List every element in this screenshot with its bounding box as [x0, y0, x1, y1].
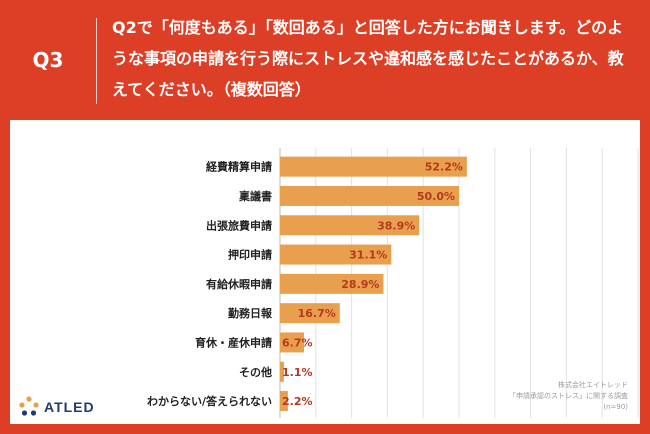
- category-label: その他: [239, 365, 272, 379]
- question-number: Q3: [32, 48, 64, 72]
- question-header: Q3 Q2で「何度もある」「数回ある」と回答した方にお聞きします。どのような事項…: [0, 0, 650, 120]
- value-label: 2.2%: [282, 395, 313, 408]
- logo-text: ATLED: [44, 399, 95, 415]
- source-note: 株式会社エイトレッド 「申請承認のストレス」に関する調査 (n=90): [509, 380, 628, 413]
- frame-bottom: [0, 424, 650, 434]
- bar: [280, 273, 384, 294]
- source-sample-size: (n=90): [603, 403, 628, 411]
- frame-right: [640, 120, 650, 434]
- source-company: 株式会社エイトレッド: [558, 381, 628, 389]
- value-label: 50.0%: [417, 190, 455, 203]
- value-label: 6.7%: [282, 336, 313, 349]
- bar: [280, 332, 304, 353]
- bar: [280, 185, 459, 206]
- frame-left: [0, 120, 10, 434]
- category-label: 勤務日報: [228, 306, 273, 320]
- category-label: 有給休暇申請: [206, 277, 272, 291]
- bar: [280, 391, 288, 412]
- bar: [280, 303, 340, 324]
- value-label: 52.2%: [425, 161, 463, 174]
- category-label: 押印申請: [228, 248, 272, 262]
- value-label: 16.7%: [298, 307, 336, 320]
- category-label: 育休・産休申請: [195, 335, 272, 349]
- category-label: わからない/答えられない: [147, 394, 272, 408]
- value-label: 28.9%: [341, 278, 379, 291]
- atled-logo: ATLED: [18, 392, 95, 422]
- bar: [280, 156, 467, 177]
- bar: [280, 361, 284, 382]
- category-label: 出張旅費申請: [206, 218, 272, 232]
- category-label: 経費精算申請: [206, 160, 272, 174]
- category-label: 稟議書: [238, 189, 272, 203]
- value-label: 31.1%: [349, 249, 387, 262]
- header-divider: [96, 18, 97, 104]
- atled-logo-icon: [19, 396, 39, 416]
- value-label: 1.1%: [282, 366, 313, 379]
- bar: [280, 244, 392, 265]
- value-label: 38.9%: [377, 219, 415, 232]
- source-survey: 「申請承認のストレス」に関する調査: [509, 392, 628, 400]
- question-text: Q2で「何度もある」「数回ある」と回答した方にお聞きします。どのような事項の申請…: [112, 18, 624, 99]
- bar: [280, 215, 420, 236]
